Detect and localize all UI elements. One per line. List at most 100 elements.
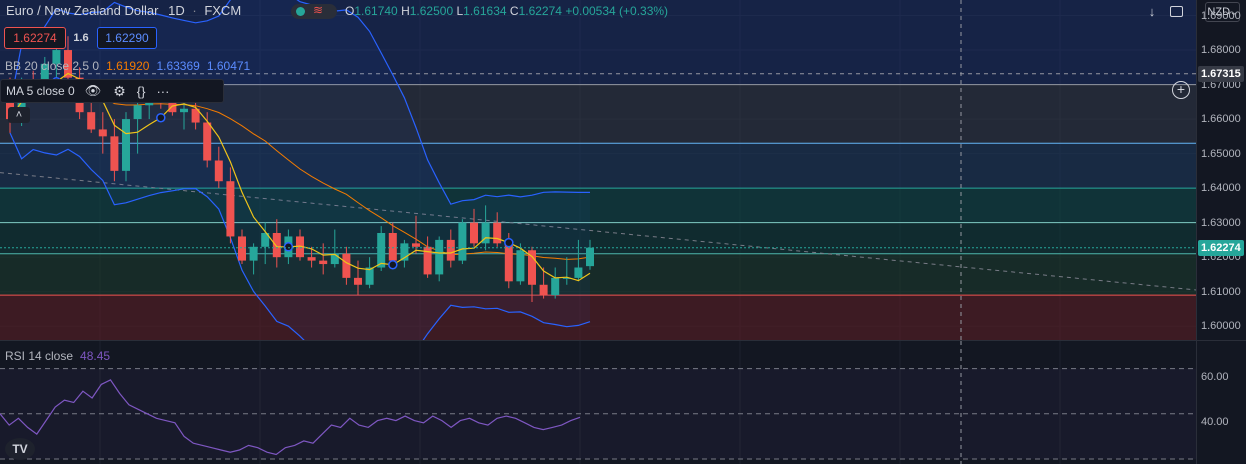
ma-label: MA 5 close 0 xyxy=(6,84,75,98)
candle-up xyxy=(180,108,188,113)
collapse-legend-button[interactable]: ˄ xyxy=(8,107,30,123)
price-chart-pane[interactable]: Euro / New Zealand Dollar 1D · FXCM ≋ O1… xyxy=(0,0,1196,340)
market-status-toggle[interactable]: ≋ xyxy=(291,3,337,19)
rsi-line xyxy=(0,379,581,456)
candle-up xyxy=(586,247,594,267)
price-chart-canvas[interactable] xyxy=(0,0,1196,340)
rsi-value: 48.45 xyxy=(80,349,111,363)
candle-up xyxy=(435,239,444,275)
tradingview-logo[interactable]: TV xyxy=(5,438,35,460)
candle-up xyxy=(133,105,142,120)
crosshair-price-tag: 1.67315 xyxy=(1198,65,1244,82)
candle-up xyxy=(122,119,130,171)
candle-down xyxy=(539,284,548,296)
source-code-icon[interactable]: {} xyxy=(136,83,146,99)
close-label: C xyxy=(509,4,519,18)
rsi-label: RSI 14 close xyxy=(5,349,74,363)
candle-down xyxy=(423,246,432,275)
bb-upper-value: 1.63369 xyxy=(156,59,200,73)
bb-lower-line xyxy=(9,132,591,340)
candle-down xyxy=(110,136,119,171)
level-zone xyxy=(0,0,1196,85)
rsi-canvas[interactable] xyxy=(0,341,1196,464)
scroll-down-button[interactable]: ↓ xyxy=(1142,1,1162,21)
chevron-down-icon: ⌄ xyxy=(1230,7,1238,17)
level-zone xyxy=(0,295,1196,340)
candle-up xyxy=(52,50,61,64)
open-value: 1.61740 xyxy=(354,4,398,18)
candle-down xyxy=(191,108,200,123)
candle-up xyxy=(516,250,525,282)
price-tick: 1.63000 xyxy=(1201,216,1241,229)
level-zone xyxy=(0,143,1196,189)
bb-lower-value: 1.60471 xyxy=(206,59,251,73)
pane-separator[interactable] xyxy=(0,340,1246,341)
market-open-dot-icon xyxy=(296,7,305,16)
candle-up xyxy=(574,267,583,278)
eye-icon[interactable]: 👁 xyxy=(84,83,102,98)
candle-down xyxy=(412,243,420,247)
tv-logo-icon: TV xyxy=(12,442,28,456)
trend-line xyxy=(0,172,1196,291)
candle-up xyxy=(481,222,490,244)
candle-down xyxy=(226,181,235,237)
arrow-down-icon: ↓ xyxy=(1148,3,1156,19)
candle-down xyxy=(296,236,304,258)
wave-icon: ≋ xyxy=(313,3,324,17)
ma-line xyxy=(9,72,591,282)
add-alert-button[interactable]: + xyxy=(1172,81,1190,99)
sell-button[interactable]: 1.62274 xyxy=(4,27,66,49)
currency-selector[interactable]: NZD⌄ xyxy=(1205,2,1240,22)
close-value: 1.62274 xyxy=(518,4,562,18)
low-value: 1.61634 xyxy=(463,4,507,18)
symbol-title[interactable]: Euro / New Zealand Dollar 1D · FXCM xyxy=(6,3,242,18)
candle-down xyxy=(319,260,328,265)
candle-down xyxy=(528,250,536,285)
candle-down xyxy=(342,253,351,278)
low-label: L xyxy=(456,4,464,18)
candle-down xyxy=(98,129,107,137)
candle-down xyxy=(354,277,362,285)
candle-down xyxy=(214,160,223,182)
candle-up xyxy=(40,63,49,92)
price-tick: 1.65000 xyxy=(1201,147,1241,160)
candle-up xyxy=(365,267,374,285)
price-tick: 1.69000 xyxy=(1201,9,1241,22)
candle-down xyxy=(307,257,316,261)
ma-cross-marker xyxy=(388,260,398,270)
last-price-tag: 1.62274 xyxy=(1198,239,1244,256)
price-scale[interactable]: NZD⌄ 1.69000 1.68000 1.67000 1.66000 1.65000… xyxy=(1196,0,1246,340)
price-tick: 1.66000 xyxy=(1201,113,1241,126)
candle-up xyxy=(249,246,258,261)
more-icon[interactable]: ··· xyxy=(156,83,170,99)
candle-down xyxy=(504,243,513,282)
spread-value: 1.6 xyxy=(73,32,89,44)
bb-upper-line xyxy=(9,0,590,205)
candle-up xyxy=(261,232,270,247)
chevron-up-icon: ˄ xyxy=(15,109,23,121)
ma-legend[interactable]: MA 5 close 0 👁 ⚙ {} ··· xyxy=(0,79,224,103)
bb-legend[interactable]: BB 20 close 2.5 0 1.61920 1.63369 1.6047… xyxy=(5,56,250,76)
rsi-scale[interactable]: 60.00 40.00 xyxy=(1196,341,1246,464)
rsi-legend[interactable]: RSI 14 close 48.45 xyxy=(5,346,110,366)
candle-down xyxy=(470,222,478,244)
candle-down xyxy=(87,112,96,130)
bb-label: BB 20 close 2.5 0 xyxy=(5,59,100,73)
ma-cross-marker xyxy=(156,112,166,123)
level-zone xyxy=(0,188,1196,223)
exchange-label: FXCM xyxy=(204,3,242,18)
settings-icon[interactable]: ⚙ xyxy=(113,82,126,99)
level-zone xyxy=(0,222,1196,254)
candle-down xyxy=(203,122,212,161)
fullscreen-button[interactable] xyxy=(1166,1,1186,21)
ohlc-legend: O1.61740 H1.62500 L1.61634 C1.62274 +0.0… xyxy=(345,4,668,18)
buy-button[interactable]: 1.62290 xyxy=(97,27,157,49)
price-tick: 1.64000 xyxy=(1201,182,1241,195)
rsi-pane[interactable]: RSI 14 close 48.45 TV xyxy=(0,341,1196,464)
candle-up xyxy=(551,277,560,296)
high-label: H xyxy=(401,4,410,18)
candle-up xyxy=(330,253,339,265)
candle-down xyxy=(446,239,455,261)
plus-icon: + xyxy=(1176,81,1186,97)
candle-down xyxy=(238,236,246,261)
